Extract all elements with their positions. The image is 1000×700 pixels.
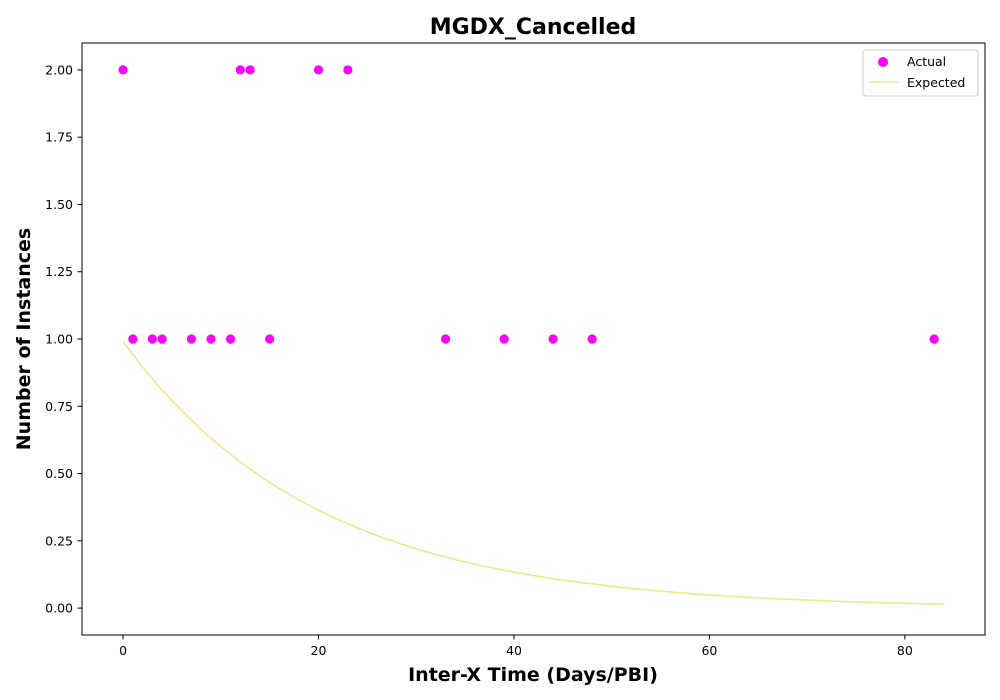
actual-point bbox=[118, 65, 128, 75]
y-tick-label: 1.25 bbox=[45, 264, 73, 279]
actual-point bbox=[206, 334, 216, 344]
x-tick-label: 0 bbox=[119, 643, 127, 658]
actual-point bbox=[440, 334, 451, 344]
actual-point bbox=[313, 65, 324, 75]
actual-point bbox=[548, 334, 558, 344]
legend: Actual Expected bbox=[862, 49, 979, 97]
x-axis-label: Inter-X Time (Days/PBI) bbox=[408, 664, 658, 686]
y-axis-label: Number of Instances bbox=[13, 228, 35, 450]
plot-frame bbox=[81, 42, 986, 636]
y-axis: 0.00 0.25 0.50 0.75 1.00 1.25 1.50 1.75 2.00 bbox=[45, 62, 82, 616]
legend-box bbox=[862, 49, 979, 97]
legend-actual-marker bbox=[878, 57, 888, 67]
legend-expected-label: Expected bbox=[907, 75, 965, 90]
actual-point bbox=[225, 334, 236, 344]
actual-point bbox=[147, 334, 157, 344]
actual-point bbox=[128, 334, 138, 344]
y-tick-label: 0.75 bbox=[45, 399, 73, 414]
y-tick-label: 0.25 bbox=[45, 533, 73, 548]
x-tick-label: 60 bbox=[701, 643, 717, 658]
y-tick-label: 1.00 bbox=[45, 332, 73, 347]
actual-point bbox=[265, 334, 275, 344]
actual-point bbox=[929, 334, 939, 344]
plot-area bbox=[118, 65, 944, 605]
actual-point bbox=[587, 334, 597, 344]
x-axis: 0 20 40 60 80 bbox=[119, 635, 913, 658]
actual-point bbox=[235, 65, 245, 75]
expected-line bbox=[122, 341, 944, 605]
actual-point bbox=[499, 334, 509, 344]
x-tick-label: 20 bbox=[311, 643, 327, 658]
y-tick-label: 1.75 bbox=[45, 130, 73, 145]
chart-title: MGDX_Cancelled bbox=[430, 15, 637, 40]
y-tick-label: 0.00 bbox=[45, 601, 73, 616]
actual-point bbox=[245, 65, 255, 75]
y-tick-label: 0.50 bbox=[45, 466, 73, 481]
y-tick-label: 1.50 bbox=[45, 197, 73, 212]
actual-point bbox=[157, 334, 167, 344]
actual-point bbox=[343, 65, 353, 75]
y-tick-label: 2.00 bbox=[45, 62, 73, 77]
legend-actual-label: Actual bbox=[907, 54, 946, 69]
x-tick-label: 80 bbox=[897, 643, 913, 658]
actual-point bbox=[186, 334, 197, 344]
x-tick-label: 40 bbox=[506, 643, 522, 658]
